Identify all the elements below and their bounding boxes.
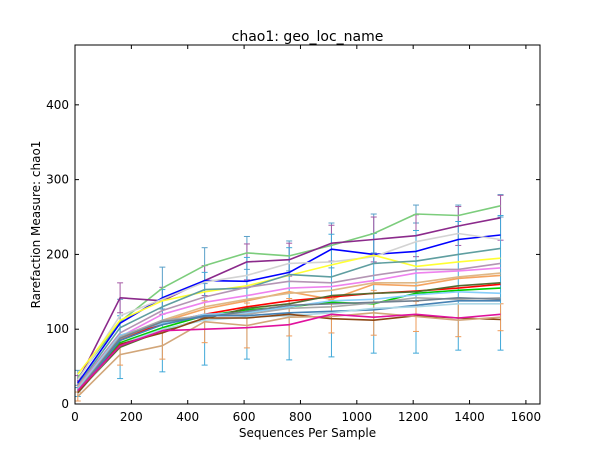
y-tick-label-300: 300: [46, 173, 69, 187]
series-line-2: [77, 234, 501, 384]
x-tick-label-0: 0: [71, 410, 79, 424]
x-tick-label-1200: 1200: [398, 410, 429, 424]
series-line-6: [77, 262, 501, 387]
y-axis-ticks: 0 100 200 300 400: [46, 98, 540, 411]
series-line-5: [77, 247, 501, 386]
series-line-20: [77, 313, 501, 392]
x-tick-label-400: 400: [176, 410, 199, 424]
series-line-1: [77, 217, 501, 382]
y-tick-label-400: 400: [46, 98, 69, 112]
series-line-15: [77, 296, 501, 392]
x-tick-label-1000: 1000: [342, 410, 373, 424]
x-tick-label-600: 600: [233, 410, 256, 424]
x-tick-label-800: 800: [289, 410, 312, 424]
y-tick-label-100: 100: [46, 322, 69, 336]
x-tick-label-1400: 1400: [454, 410, 485, 424]
series-line-17: [77, 302, 501, 395]
series-line-16: [77, 299, 501, 394]
plot-frame: [74, 44, 541, 405]
x-axis-label: Sequences Per Sample: [239, 426, 376, 440]
x-axis-ticks: 0 200 400 600 800 1000 1200 1400 1600: [71, 45, 541, 424]
chart-title: chao1: geo_loc_name: [232, 29, 384, 45]
y-axis-label: Rarefaction Measure: chao1: [29, 141, 43, 309]
y-tick-label-200: 200: [46, 247, 69, 261]
series-line-7: [77, 267, 501, 389]
y-tick-label-0: 0: [61, 397, 69, 411]
series-line-18: [77, 313, 501, 394]
series-line-14: [77, 296, 501, 391]
x-tick-label-200: 200: [120, 410, 143, 424]
x-tick-label-1600: 1600: [511, 410, 542, 424]
series-line-19: [77, 311, 501, 398]
series-line-3: [77, 232, 501, 381]
series-lines: [77, 205, 501, 398]
